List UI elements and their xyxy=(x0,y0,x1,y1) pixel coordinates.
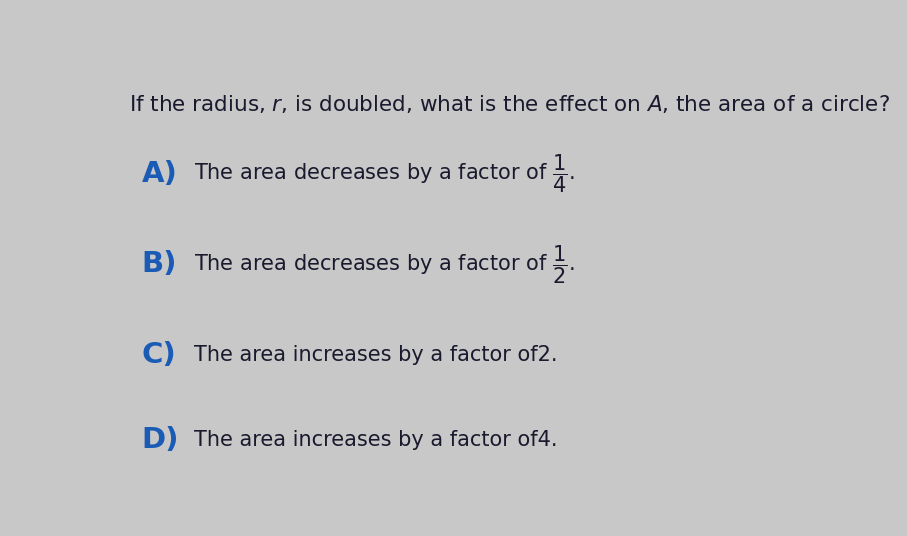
Text: The area decreases by a factor of $\dfrac{1}{4}$.: The area decreases by a factor of $\dfra… xyxy=(194,152,575,195)
Text: The area decreases by a factor of $\dfrac{1}{2}$.: The area decreases by a factor of $\dfra… xyxy=(194,243,575,286)
Text: D): D) xyxy=(141,426,179,454)
Text: If the radius, $r$, is doubled, what is the effect on $\mathit{A}$, the area of : If the radius, $r$, is doubled, what is … xyxy=(129,93,890,115)
Text: A): A) xyxy=(141,160,178,188)
Text: B): B) xyxy=(141,250,177,279)
Text: C): C) xyxy=(141,341,176,369)
Text: The area increases by a factor of4.: The area increases by a factor of4. xyxy=(194,430,558,450)
Text: The area increases by a factor of2.: The area increases by a factor of2. xyxy=(194,345,558,366)
